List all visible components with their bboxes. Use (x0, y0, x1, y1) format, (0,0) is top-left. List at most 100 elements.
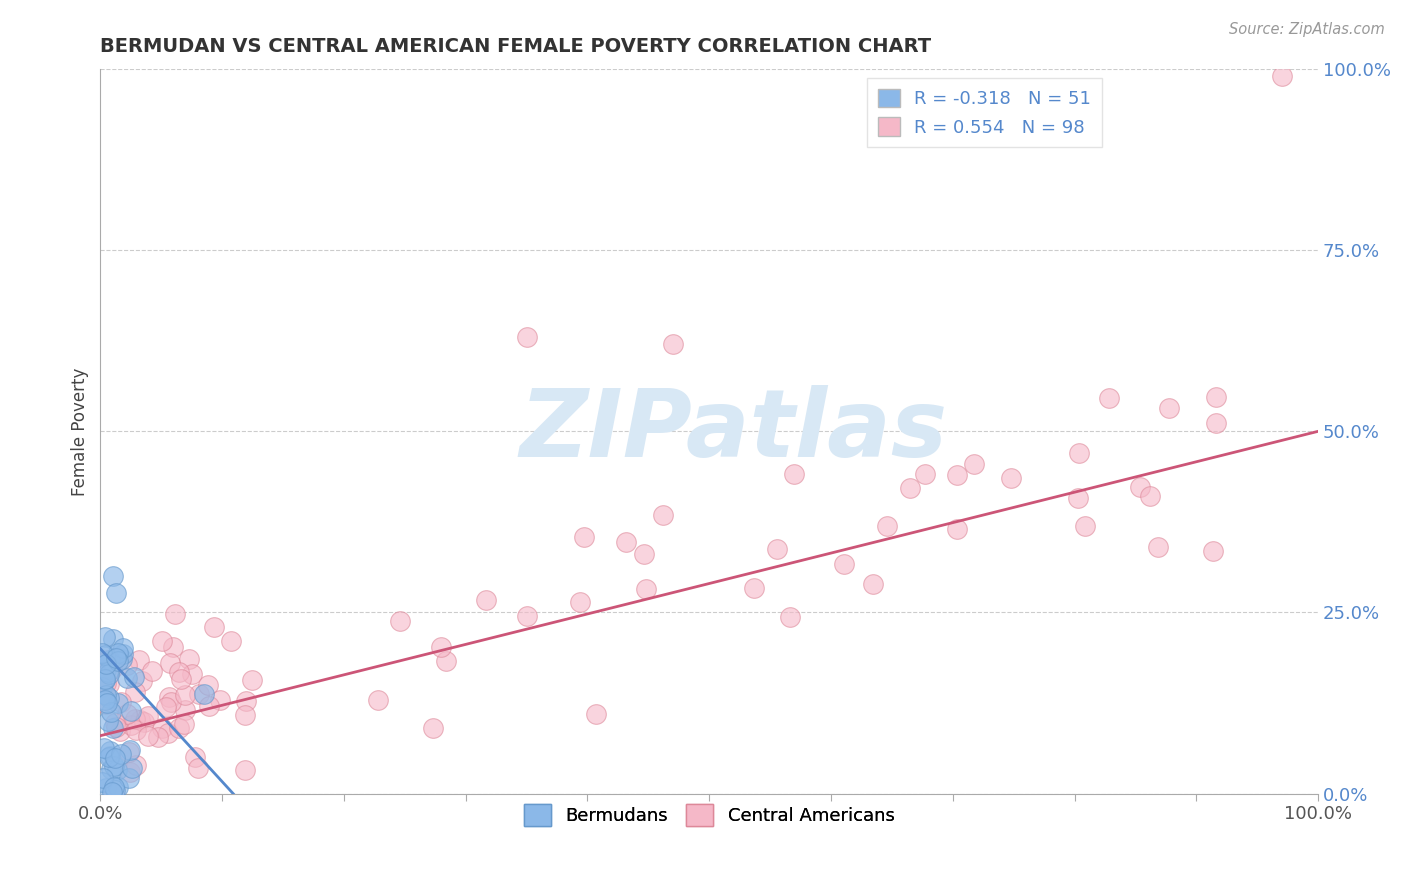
Point (107, 763, 129, 777)
Point (90, 646, 112, 660)
Point (162, 640, 184, 654)
Y-axis label: Female Poverty: Female Poverty (72, 368, 89, 496)
Point (197, 678, 219, 692)
Point (128, 653, 150, 667)
Point (96, 780, 118, 795)
Point (832, 558, 855, 572)
Point (118, 745, 141, 759)
Point (91, 772, 114, 786)
Point (568, 595, 591, 609)
Point (101, 569, 124, 583)
Point (945, 522, 967, 536)
Point (516, 608, 538, 623)
Point (93, 740, 115, 755)
Text: BERMUDAN VS CENTRAL AMERICAN FEMALE POVERTY CORRELATION CHART: BERMUDAN VS CENTRAL AMERICAN FEMALE POVE… (100, 37, 932, 56)
Point (177, 652, 200, 666)
Text: Source: ZipAtlas.com: Source: ZipAtlas.com (1229, 22, 1385, 37)
Point (105, 651, 128, 665)
Point (125, 723, 148, 737)
Point (94, 693, 117, 707)
Point (636, 582, 658, 597)
Point (1098, 392, 1121, 406)
Point (98, 667, 121, 681)
Point (1205, 390, 1227, 404)
Point (146, 730, 169, 744)
Point (97, 714, 120, 728)
Point (118, 764, 141, 779)
Point (174, 688, 197, 702)
Point (100, 762, 122, 776)
Point (111, 647, 134, 661)
Point (91, 775, 114, 789)
Point (115, 671, 138, 685)
Point (107, 780, 129, 794)
Point (208, 692, 231, 706)
Point (633, 547, 655, 561)
Point (110, 747, 132, 761)
Point (101, 785, 124, 799)
Point (104, 720, 127, 734)
Point (475, 592, 498, 607)
Point (103, 787, 125, 801)
Point (159, 656, 181, 670)
Point (132, 714, 155, 729)
Point (120, 705, 142, 719)
Point (946, 467, 969, 482)
Point (167, 665, 190, 679)
Point (160, 695, 183, 709)
Point (1271, 69, 1294, 83)
Point (862, 577, 884, 591)
Point (779, 610, 801, 624)
Point (125, 758, 148, 772)
Point (94, 630, 117, 644)
Point (157, 690, 180, 704)
Point (429, 640, 451, 655)
Point (107, 696, 129, 710)
Point (131, 673, 153, 688)
Point (100, 706, 122, 720)
Point (120, 717, 142, 731)
Point (141, 664, 163, 678)
Point (1202, 543, 1225, 558)
Point (103, 780, 125, 795)
Point (96, 698, 118, 712)
Point (124, 670, 146, 684)
Point (1074, 518, 1097, 533)
Point (169, 721, 191, 735)
Point (1139, 489, 1161, 503)
Point (367, 693, 389, 707)
Point (204, 620, 226, 634)
Point (766, 541, 789, 556)
Point (181, 667, 204, 681)
Point (219, 634, 242, 648)
Point (193, 687, 215, 701)
Point (136, 709, 159, 723)
Point (118, 742, 141, 756)
Point (150, 721, 173, 735)
Point (104, 715, 127, 730)
Point (98, 749, 121, 764)
Point (98, 744, 121, 758)
Point (434, 654, 457, 668)
Point (103, 758, 125, 772)
Point (198, 698, 221, 713)
Point (105, 586, 128, 600)
Point (914, 467, 936, 481)
Point (516, 330, 538, 344)
Point (174, 703, 197, 717)
Point (188, 688, 211, 702)
Point (97, 691, 120, 706)
Point (652, 508, 675, 523)
Point (94, 648, 117, 662)
Point (136, 729, 159, 743)
Point (115, 658, 138, 673)
Point (100, 653, 122, 667)
Point (150, 634, 173, 648)
Point (614, 535, 637, 549)
Point (1129, 480, 1152, 494)
Point (94, 672, 117, 686)
Point (107, 654, 129, 668)
Point (96, 696, 118, 710)
Point (572, 530, 595, 544)
Point (94, 688, 117, 702)
